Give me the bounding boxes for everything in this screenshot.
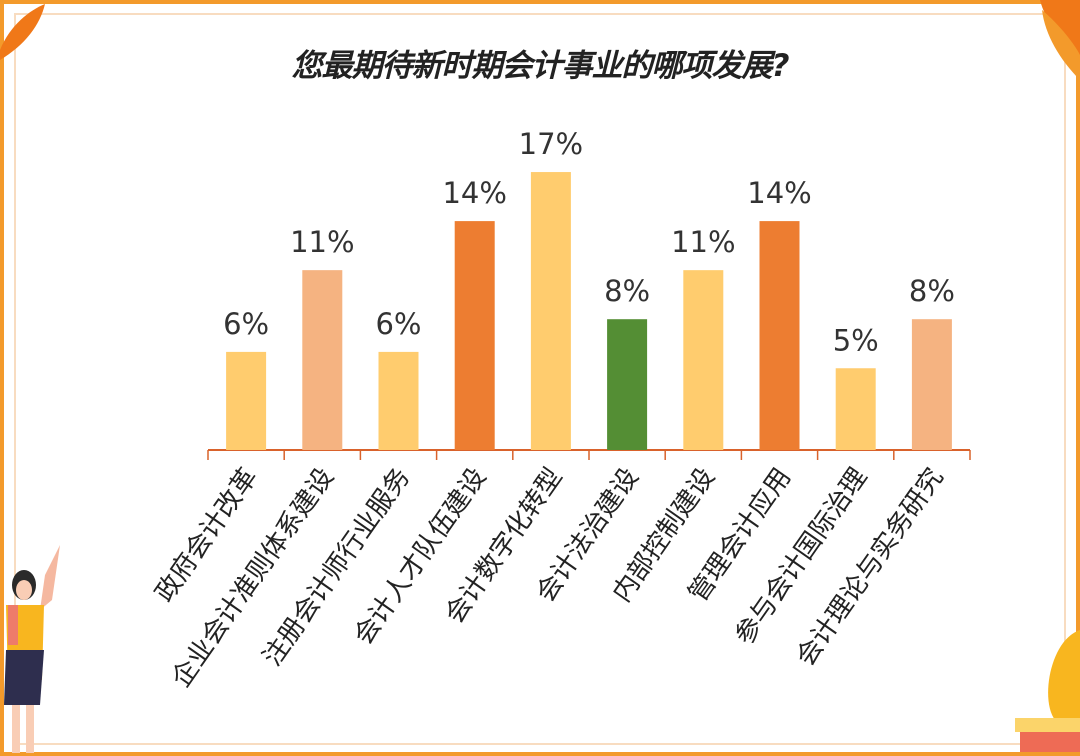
category-label: 参与会计国际治理	[730, 463, 874, 651]
data-label: 8%	[604, 274, 650, 308]
data-label: 6%	[223, 307, 269, 341]
bar	[835, 368, 876, 450]
data-label: 8%	[909, 274, 955, 308]
bar	[378, 351, 419, 450]
category-label: 会计人才队伍建设	[349, 463, 493, 651]
data-label: 6%	[375, 307, 421, 341]
inner-frame	[14, 13, 1066, 745]
teacher-illustration	[4, 545, 60, 753]
leaf-decoration-left	[0, 4, 45, 60]
bar	[607, 319, 648, 450]
data-label: 14%	[442, 176, 506, 210]
data-label: 14%	[747, 176, 811, 210]
bar	[302, 270, 343, 450]
data-label: 11%	[290, 225, 354, 259]
bar	[683, 270, 724, 450]
chart-title: 您最期待新时期会计事业的哪项发展?	[291, 48, 790, 84]
leaf-decoration-right	[1040, 0, 1080, 80]
bar	[911, 319, 952, 450]
category-label: 会计理论与实务研究	[791, 463, 950, 672]
plant-books-illustration	[1015, 630, 1080, 752]
bar	[530, 172, 571, 451]
data-label: 11%	[671, 225, 735, 259]
bar	[759, 221, 800, 450]
data-label: 17%	[519, 127, 583, 161]
data-label: 5%	[833, 323, 879, 357]
bar	[226, 351, 267, 450]
bar	[454, 221, 495, 450]
category-label: 注册会计师行业服务	[257, 463, 416, 672]
